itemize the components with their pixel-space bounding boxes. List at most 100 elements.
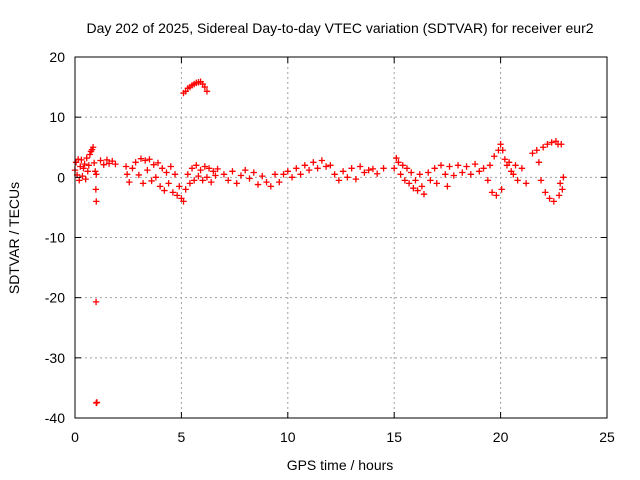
data-point (182, 186, 189, 193)
data-point (356, 163, 364, 170)
data-point (78, 156, 85, 164)
data-point (450, 172, 457, 179)
data-point (250, 169, 257, 176)
data-point (81, 160, 88, 168)
data-point (463, 163, 470, 170)
data-point (159, 165, 166, 172)
data-point (176, 183, 183, 190)
data-point (380, 165, 387, 172)
data-point (444, 183, 451, 190)
data-point (86, 151, 94, 158)
data-point (205, 165, 213, 172)
y-tick-label: 10 (49, 109, 65, 125)
y-tick-label: 20 (49, 49, 65, 65)
data-point (314, 165, 321, 172)
data-point (418, 183, 426, 190)
data-point (369, 165, 377, 173)
data-point (203, 174, 211, 181)
data-point (559, 186, 566, 193)
data-point (144, 166, 151, 174)
data-point (416, 171, 423, 178)
data-point (163, 169, 170, 176)
data-point (229, 168, 236, 175)
data-point (476, 168, 483, 175)
data-point (522, 180, 530, 187)
data-point (93, 171, 100, 178)
x-tick-label: 10 (280, 429, 296, 445)
data-point (327, 162, 334, 169)
data-point (263, 178, 270, 186)
data-point (293, 165, 300, 172)
data-point (539, 144, 547, 151)
data-point (331, 171, 338, 178)
data-point (207, 178, 215, 186)
data-point (412, 177, 419, 184)
data-point (459, 169, 466, 176)
data-point (373, 170, 381, 177)
data-point (84, 168, 91, 175)
data-point (93, 399, 101, 406)
data-point (405, 180, 413, 187)
data-point (129, 165, 136, 172)
data-point (529, 150, 536, 157)
data-point (173, 192, 181, 199)
data-point (555, 192, 563, 199)
data-point (246, 175, 253, 182)
data-point (322, 163, 330, 170)
data-point (427, 177, 434, 184)
y-tick-label: -40 (45, 410, 65, 426)
data-point (284, 168, 291, 175)
x-tick-label: 5 (178, 429, 186, 445)
data-point (546, 195, 553, 202)
data-point (361, 169, 368, 176)
data-point (399, 162, 406, 169)
data-point (535, 159, 543, 166)
data-point (201, 83, 209, 91)
data-point (188, 165, 196, 172)
data-point (271, 171, 279, 178)
data-point (442, 171, 449, 178)
data-point (132, 159, 139, 166)
data-point (420, 190, 428, 198)
data-point (92, 298, 100, 306)
x-tick-label: 0 (71, 429, 79, 445)
data-point (499, 147, 506, 154)
data-point (161, 187, 168, 194)
data-point (154, 159, 162, 167)
y-tick-label: -20 (45, 290, 65, 306)
data-point (142, 157, 149, 164)
data-point (267, 183, 274, 190)
data-point (533, 147, 540, 154)
data-point (90, 159, 98, 167)
data-point (425, 169, 432, 176)
data-point (85, 162, 93, 169)
data-point (280, 171, 287, 178)
data-point (484, 177, 492, 184)
data-point (344, 174, 351, 181)
data-point (254, 181, 262, 188)
data-point (79, 172, 86, 180)
data-point (305, 166, 313, 174)
data-point (437, 162, 445, 169)
data-point (126, 178, 133, 186)
data-point (92, 186, 100, 193)
data-point (550, 198, 557, 205)
data-point (89, 144, 97, 151)
data-point (146, 156, 153, 163)
data-point (76, 177, 83, 184)
x-tick-label: 15 (386, 429, 402, 445)
data-point (237, 172, 245, 179)
data-point (352, 175, 360, 183)
data-point (556, 180, 564, 187)
data-point (401, 177, 409, 184)
data-point (467, 171, 475, 178)
data-point (171, 171, 179, 178)
data-point (122, 163, 130, 170)
data-point (156, 183, 164, 190)
data-point (169, 189, 177, 196)
data-point (197, 166, 204, 174)
data-point (335, 177, 343, 184)
data-point (433, 180, 440, 187)
data-points (71, 78, 567, 407)
